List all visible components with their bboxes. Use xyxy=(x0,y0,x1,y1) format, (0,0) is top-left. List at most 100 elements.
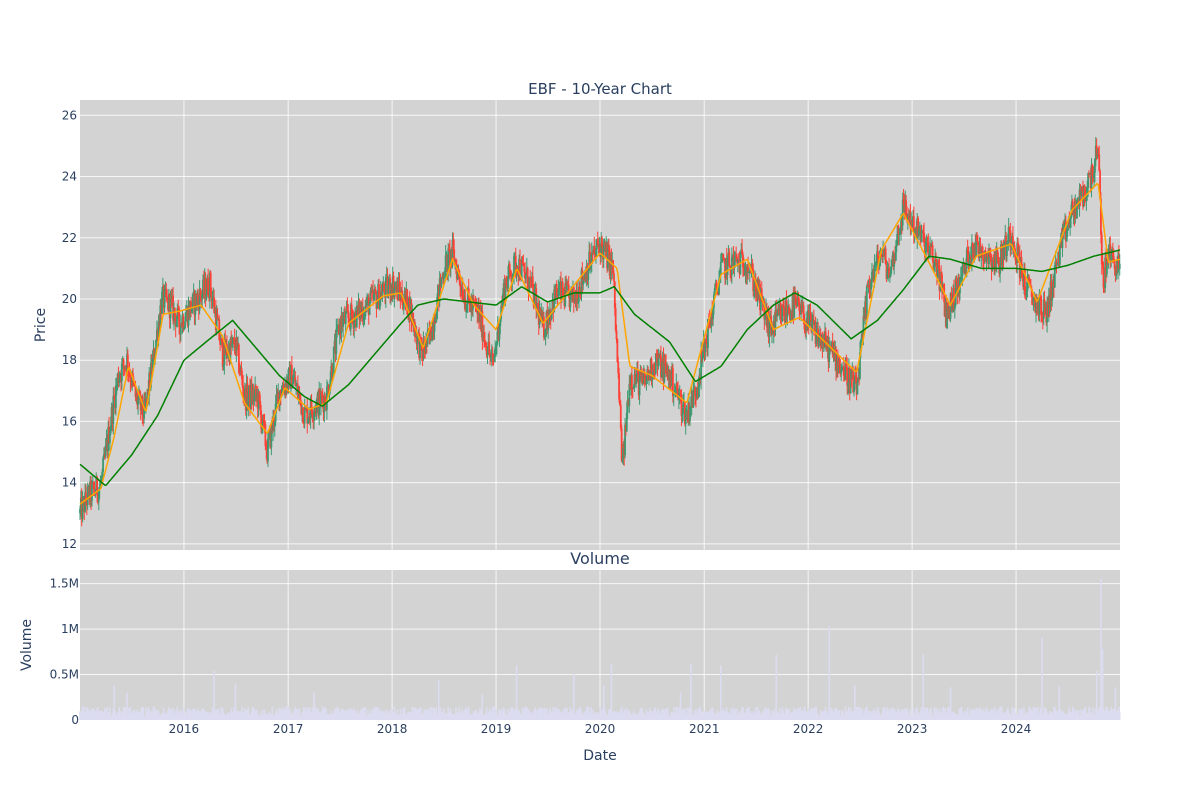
candle-body xyxy=(871,271,873,283)
candle-body xyxy=(788,307,790,314)
volume-bar xyxy=(880,715,883,720)
volume-bar xyxy=(842,715,845,720)
volume-bar xyxy=(337,709,339,720)
volume-bar xyxy=(179,710,181,720)
volume-bar xyxy=(898,709,901,720)
candle-body xyxy=(736,259,739,263)
candle-body xyxy=(577,301,579,304)
candle-body xyxy=(176,308,179,321)
volume-bar xyxy=(123,712,126,720)
volume-bar xyxy=(393,706,396,720)
volume-bar xyxy=(691,716,694,720)
volume-bar xyxy=(1062,710,1065,720)
volume-bar xyxy=(662,711,665,720)
volume-bar xyxy=(888,709,890,720)
candle-body xyxy=(912,216,915,235)
candle-body xyxy=(484,341,487,348)
candle-body xyxy=(735,255,738,257)
candle-body xyxy=(607,248,609,269)
candle-body xyxy=(213,297,216,313)
volume-bar xyxy=(187,707,190,720)
candle-body xyxy=(331,372,334,378)
volume-bar xyxy=(855,706,858,720)
candle-body xyxy=(961,265,964,276)
volume-bar xyxy=(397,715,399,720)
candle-body xyxy=(522,264,525,266)
volume-bar xyxy=(791,711,794,720)
volume-bar xyxy=(117,711,120,720)
candle-body xyxy=(985,257,988,261)
volume-bar xyxy=(625,707,628,720)
volume-bar xyxy=(725,710,727,720)
candle-body xyxy=(553,289,556,313)
volume-bar xyxy=(296,709,298,720)
volume-bar xyxy=(541,709,543,720)
volume-bar xyxy=(489,708,491,720)
volume-bar xyxy=(831,709,834,720)
candle-body xyxy=(933,262,936,269)
volume-bar xyxy=(727,713,730,720)
volume-bar xyxy=(716,710,719,720)
candle-body xyxy=(988,252,991,257)
candle-body xyxy=(344,313,347,324)
volume-bar xyxy=(464,710,467,720)
volume-bar xyxy=(338,716,341,720)
volume-bar xyxy=(787,715,790,720)
volume-bar xyxy=(379,712,381,720)
volume-bar xyxy=(127,708,130,720)
volume-bar xyxy=(159,715,162,720)
candle-body xyxy=(698,375,701,387)
candle-body xyxy=(205,293,208,300)
candle-body xyxy=(258,391,261,402)
candle-body xyxy=(273,421,276,427)
volume-bar xyxy=(702,711,704,720)
volume-bar xyxy=(813,708,815,720)
volume-bar xyxy=(637,716,640,720)
volume-bar xyxy=(913,713,915,720)
volume-bar xyxy=(408,713,411,720)
volume-bar xyxy=(166,712,168,720)
volume-bar xyxy=(133,709,136,720)
candle-body xyxy=(347,310,350,318)
volume-bar xyxy=(954,714,956,720)
volume-bar xyxy=(573,673,575,720)
candle-body xyxy=(222,365,225,367)
volume-bar xyxy=(369,713,372,720)
volume-bar xyxy=(1093,714,1095,720)
volume-bar xyxy=(713,712,715,720)
volume-bar xyxy=(731,710,733,720)
candle-body xyxy=(929,246,931,254)
volume-bar xyxy=(1089,707,1091,720)
volume-bar xyxy=(1106,710,1109,720)
candle-body xyxy=(743,272,746,275)
candle-body xyxy=(431,339,433,341)
volume-bar xyxy=(867,710,870,720)
volume-bar xyxy=(734,709,737,720)
volume-bar xyxy=(172,707,174,720)
volume-bar xyxy=(110,715,113,720)
volume-bar xyxy=(580,710,583,720)
volume-bar xyxy=(872,715,875,720)
volume-bar xyxy=(502,712,504,720)
volume-bar xyxy=(188,708,191,720)
volume-bar xyxy=(500,714,502,720)
candle-body xyxy=(723,259,726,262)
volume-bar xyxy=(112,708,115,720)
volume-bar xyxy=(507,709,509,720)
volume-bar xyxy=(485,706,488,720)
candle-body xyxy=(419,337,422,339)
chart-title: EBF - 10-Year Chart xyxy=(528,80,672,98)
volume-bar xyxy=(1001,715,1004,720)
volume-bar xyxy=(810,708,813,720)
volume-bar xyxy=(1102,708,1105,720)
candle-body xyxy=(335,329,338,354)
volume-bar xyxy=(936,715,938,720)
candle-body xyxy=(209,272,212,292)
volume-bar xyxy=(420,707,422,720)
volume-bar xyxy=(1074,715,1077,720)
volume-bar xyxy=(865,707,867,720)
volume-bar xyxy=(373,708,375,720)
volume-bar xyxy=(737,714,740,720)
candle-body xyxy=(525,274,527,279)
volume-bar xyxy=(979,707,982,720)
